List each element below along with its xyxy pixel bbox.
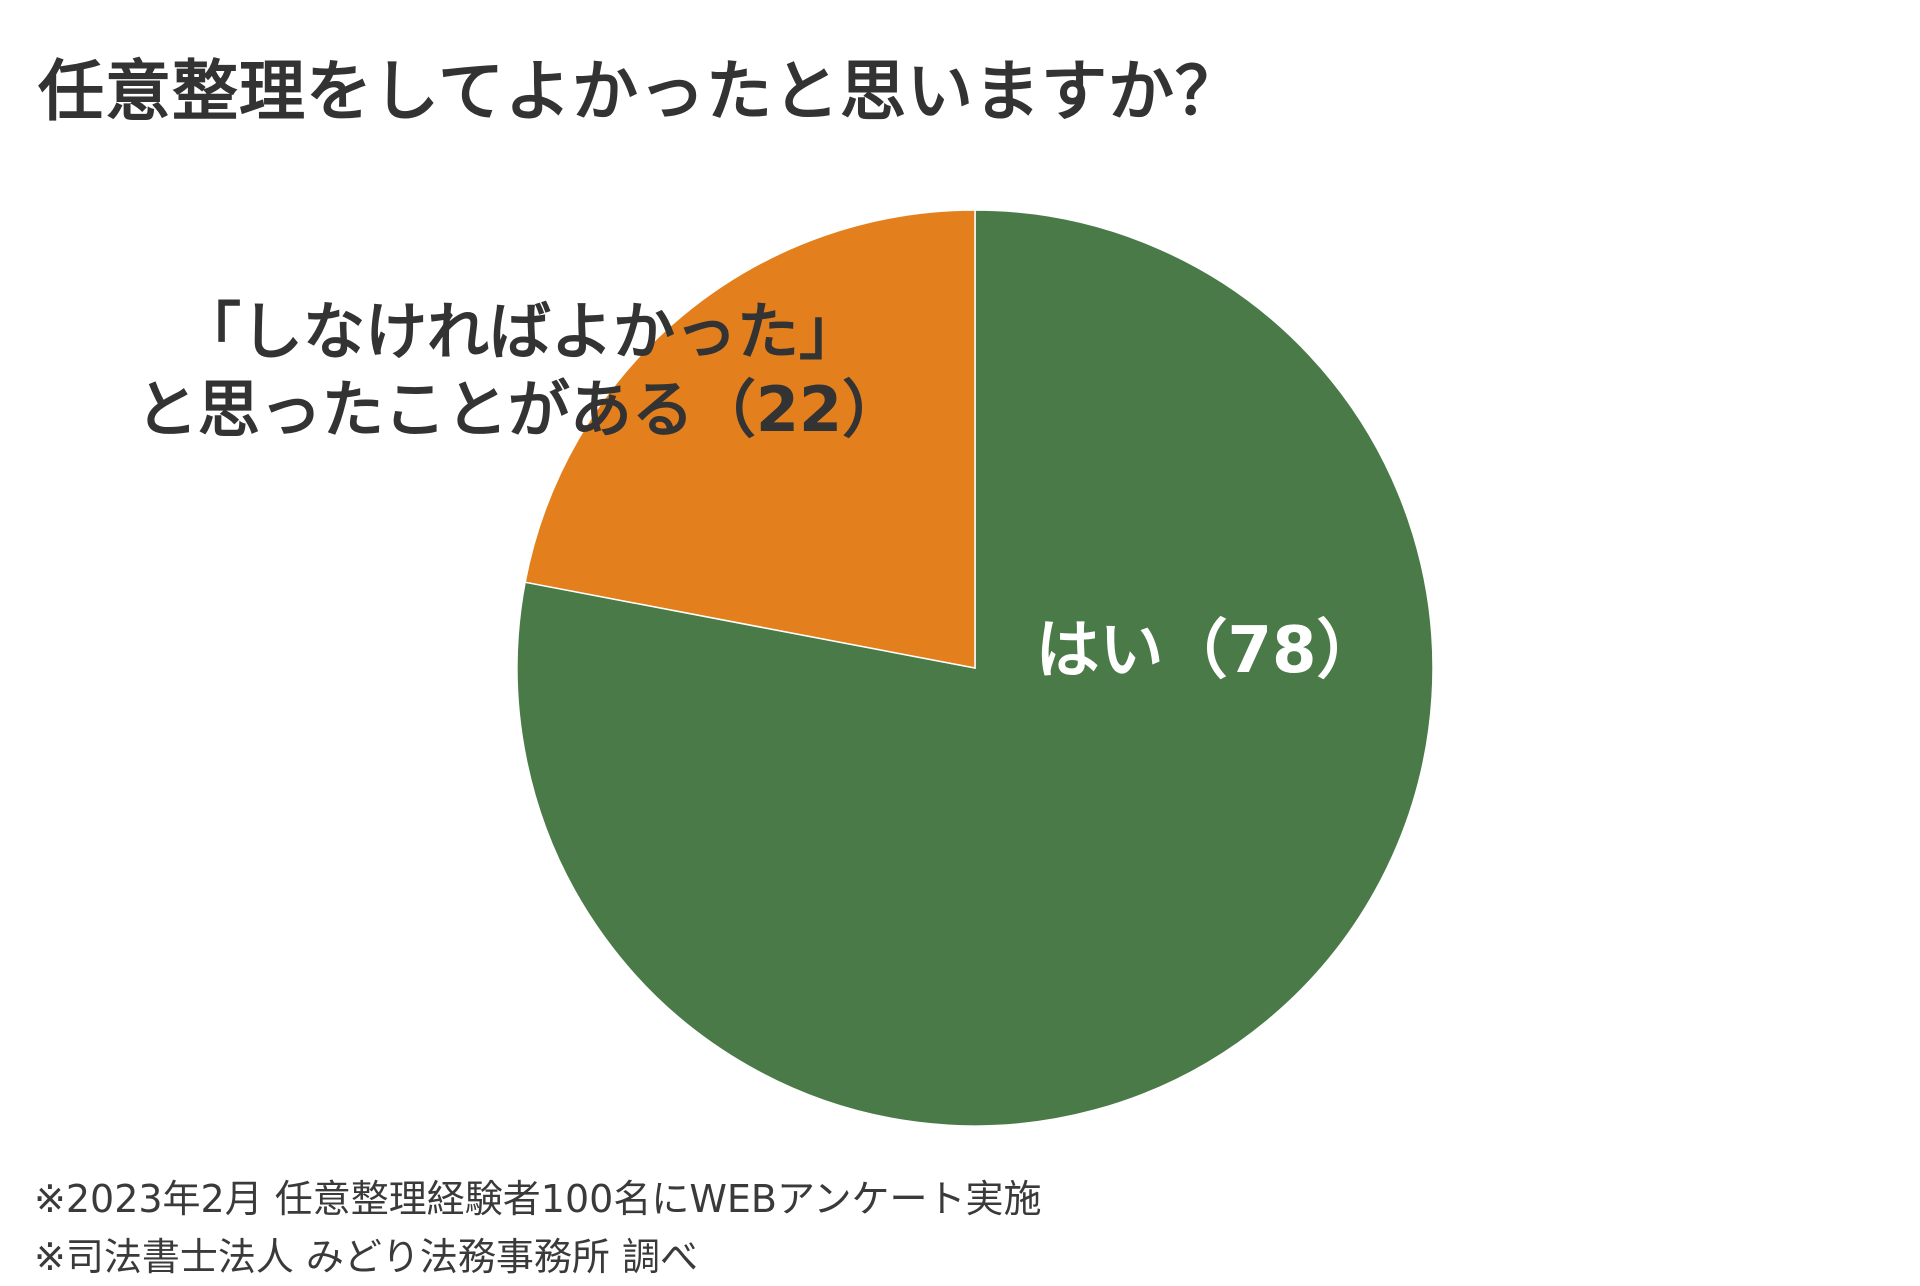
pie-slice-1 bbox=[524, 209, 976, 669]
slice-label-1-line-1: と思ったことがある（22） bbox=[136, 373, 904, 446]
slice-label-0-line-0: はい（78） bbox=[1035, 614, 1380, 688]
footnote-source: ※司法書士法人 みどり法務事務所 調べ bbox=[34, 1235, 698, 1279]
slice-label-1: 「しなければよかった」と思ったことがある（22） bbox=[136, 295, 904, 446]
slice-label-0: はい（78） bbox=[1035, 614, 1380, 688]
footnotes: ※2023年2月 任意整理経験者100名にWEBアンケート実施 ※司法書士法人 … bbox=[34, 1170, 1041, 1286]
chart-title: 任意整理をしてよかったと思いますか？ bbox=[38, 53, 1243, 130]
footnote-survey: ※2023年2月 任意整理経験者100名にWEBアンケート実施 bbox=[34, 1177, 1042, 1221]
slice-label-1-line-0: 「しなければよかった」 bbox=[179, 295, 861, 368]
pie-slice-0 bbox=[516, 209, 1434, 1127]
